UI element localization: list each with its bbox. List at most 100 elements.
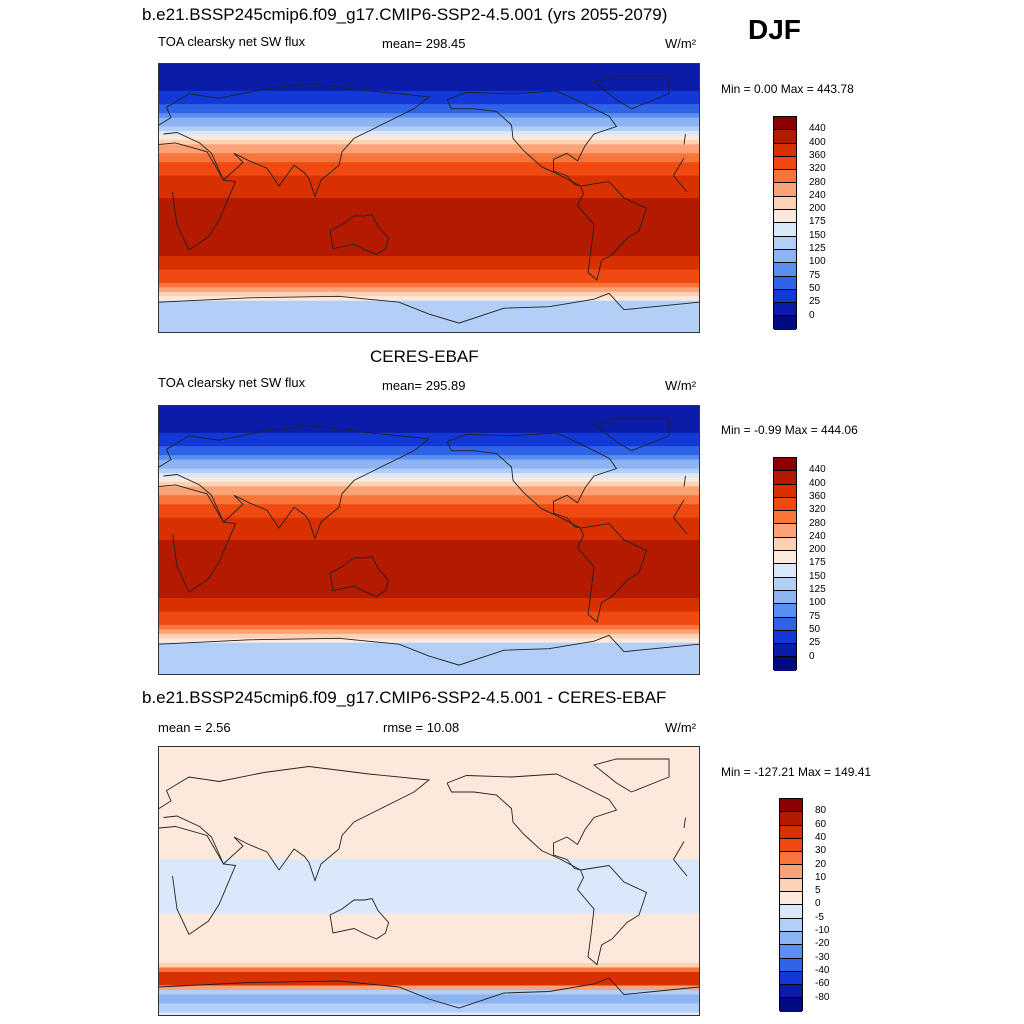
colorbar-tick-label: 0 — [815, 898, 821, 910]
colorbar-segment — [774, 497, 796, 512]
coastline-australia — [329, 897, 389, 940]
map-band — [159, 432, 699, 438]
map-band — [159, 86, 699, 92]
map-band — [159, 157, 699, 163]
map-band — [159, 428, 699, 434]
map-band — [159, 287, 699, 293]
colorbar-segment — [774, 644, 796, 658]
map-band — [159, 139, 699, 145]
map-band — [159, 131, 699, 137]
coastline-africa — [159, 484, 688, 593]
colorbar-segment — [780, 985, 802, 999]
colorbar-segment — [774, 590, 796, 605]
colorbar-segment — [774, 458, 796, 472]
map-band — [159, 792, 699, 798]
map-band — [159, 796, 699, 802]
colorbar-segment — [774, 316, 796, 330]
map-band — [159, 841, 699, 847]
map-band — [159, 602, 699, 608]
colorbar-segment — [780, 971, 802, 986]
colorbar-segment — [774, 156, 796, 171]
map-band — [159, 81, 699, 87]
panel1-variable-label: TOA clearsky net SW flux — [158, 34, 306, 49]
season-label: DJF — [748, 14, 801, 45]
map-band — [159, 64, 699, 70]
map-band — [159, 756, 699, 762]
coastline-australia — [329, 213, 390, 256]
colorbar-segment — [780, 799, 802, 813]
colorbar-tick-label: -20 — [815, 938, 830, 950]
coastline-antarctica — [159, 977, 699, 1009]
map-band — [159, 540, 699, 546]
colorbar-tick-label: 200 — [809, 544, 826, 556]
map-band — [159, 571, 699, 577]
map-band — [159, 238, 699, 244]
map-band — [159, 473, 699, 479]
coastline-africa — [159, 142, 688, 251]
map-band — [159, 760, 699, 766]
map-band — [159, 891, 699, 897]
colorbar-tick-label: 20 — [815, 858, 827, 870]
colorbar-tick-label: 280 — [809, 176, 826, 188]
panel2-title: CERES-EBAF — [370, 347, 479, 366]
map-band — [159, 828, 699, 834]
map-band — [159, 441, 699, 447]
colorbar-tick-label: 200 — [809, 203, 826, 215]
map-band — [159, 810, 699, 816]
colorbar-segment — [774, 210, 796, 224]
panel3-units: W/m² — [665, 720, 697, 735]
map-band — [159, 909, 699, 915]
colorbar-segment — [780, 852, 802, 866]
panel3-title: b.e21.BSSP245cmip6.f09_g17.CMIP6-SSP2-4.… — [142, 688, 667, 707]
colorbar-segment — [774, 170, 796, 184]
colorbar-tick-label: 240 — [809, 530, 826, 542]
colorbar-segment — [774, 657, 796, 671]
colorbar-box — [773, 116, 797, 330]
map-band — [159, 455, 699, 461]
map-band — [159, 113, 699, 119]
colorbar-tick-label: 125 — [809, 243, 826, 254]
map-band — [159, 873, 699, 879]
map-band — [159, 981, 699, 987]
map-band — [159, 801, 699, 807]
map-band — [159, 486, 699, 492]
map-band — [159, 153, 699, 159]
map-band — [159, 260, 699, 266]
colorbar-segment — [780, 905, 802, 919]
map-band — [159, 769, 699, 775]
map-band — [159, 468, 699, 474]
map-band — [159, 629, 699, 635]
coastline-eurasia — [159, 82, 686, 198]
coastline-namerica — [446, 773, 618, 871]
panel1-title: b.e21.BSSP245cmip6.f09_g17.CMIP6-SSP2-4.… — [142, 5, 668, 24]
panel3-mean-label: mean = 2.56 — [158, 720, 231, 735]
colorbar-segment — [774, 511, 796, 525]
map-band — [159, 972, 699, 978]
map-band — [159, 508, 699, 514]
colorbar-segment — [780, 825, 802, 839]
map-band — [159, 300, 699, 306]
colorbar-segment — [774, 196, 796, 211]
map-band — [159, 886, 699, 892]
coastline-samerica — [576, 865, 648, 966]
panel1-minmax: Min = 0.00 Max = 443.78 — [721, 82, 854, 96]
panel1-units: W/m² — [665, 36, 697, 51]
colorbar-segment — [774, 484, 796, 498]
map-band — [159, 184, 699, 190]
map-band — [159, 269, 699, 275]
map-band — [159, 774, 699, 780]
map-band — [159, 126, 699, 132]
colorbar-tick-label: 175 — [809, 216, 826, 228]
colorbar-tick-label: 10 — [815, 871, 827, 883]
map-band — [159, 414, 699, 420]
colorbar-segment — [774, 276, 796, 290]
map-band — [159, 580, 699, 586]
coastline-greenland — [593, 758, 670, 793]
colorbar-tick-label: 0 — [809, 309, 815, 321]
map-band — [159, 544, 699, 550]
map-band — [159, 215, 699, 221]
colorbar-segment — [780, 838, 802, 853]
map-band — [159, 656, 699, 662]
map-band — [159, 265, 699, 271]
map-band — [159, 927, 699, 933]
